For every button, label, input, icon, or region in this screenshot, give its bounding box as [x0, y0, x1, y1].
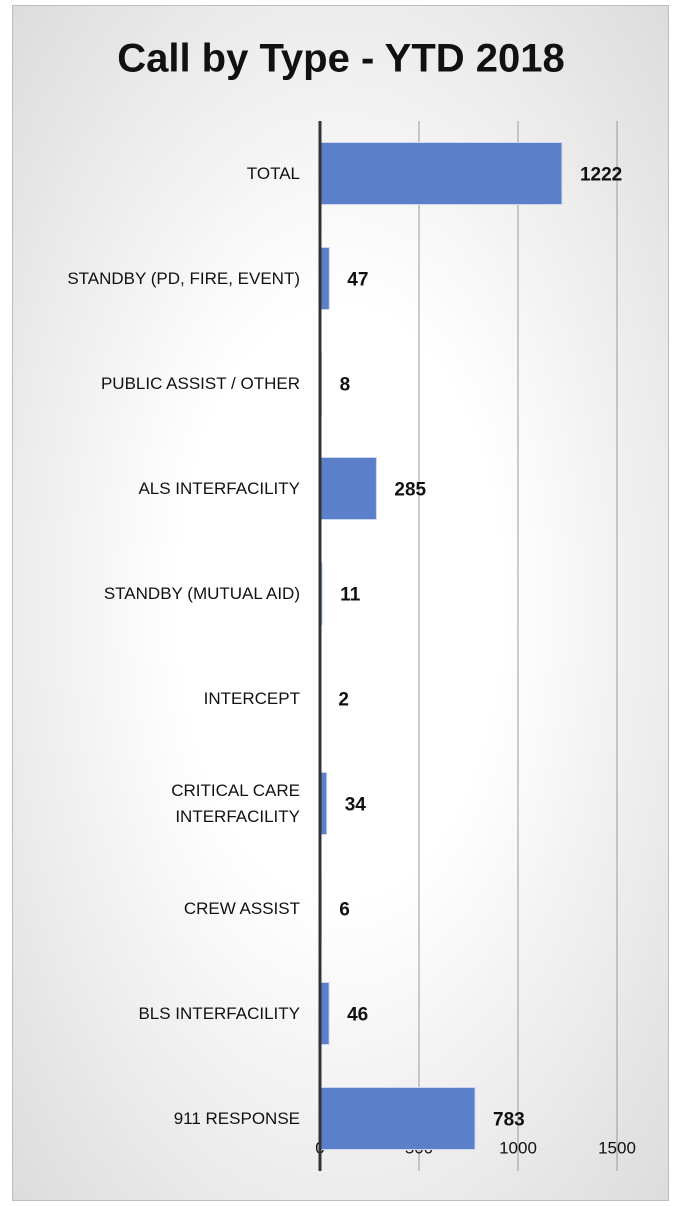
x-tick-label: 1500	[598, 1138, 636, 1157]
y-tick-label: CREW ASSIST	[183, 898, 300, 918]
data-label: 6	[339, 900, 350, 921]
bar	[319, 457, 377, 520]
y-tick-label: STANDBY (PD, FIRE, EVENT)	[67, 268, 300, 288]
chart-title: Call by Type - YTD 2018	[117, 37, 565, 81]
y-tick-label: 911 RESPONSE	[173, 1108, 300, 1128]
data-label: 11	[340, 585, 361, 606]
data-label: 783	[493, 1110, 525, 1131]
data-label: 46	[347, 1005, 368, 1026]
data-label: 1222	[580, 165, 622, 186]
y-tick-label: PUBLIC ASSIST / OTHER	[100, 373, 300, 393]
bar	[319, 142, 563, 205]
y-tick-label: STANDBY (MUTUAL AID)	[103, 583, 300, 603]
y-tick-label: BLS INTERFACILITY	[138, 1003, 300, 1023]
data-label: 47	[347, 270, 368, 291]
data-label: 34	[345, 795, 367, 816]
bar	[319, 1087, 476, 1150]
chart-card: Call by Type - YTD 2018 0500100015001222…	[12, 5, 669, 1201]
y-tick-label: CRITICAL CARE INTERFACILITY	[171, 780, 300, 826]
data-label: 285	[394, 480, 426, 501]
data-label: 8	[340, 375, 351, 396]
x-tick-label: 1000	[499, 1138, 537, 1157]
y-tick-label: TOTAL	[246, 163, 300, 183]
data-label: 2	[338, 690, 349, 711]
y-tick-label: INTERCEPT	[203, 688, 300, 708]
chart: Call by Type - YTD 2018 0500100015001222…	[117, 37, 636, 1171]
y-tick-label: ALS INTERFACILITY	[138, 478, 300, 498]
